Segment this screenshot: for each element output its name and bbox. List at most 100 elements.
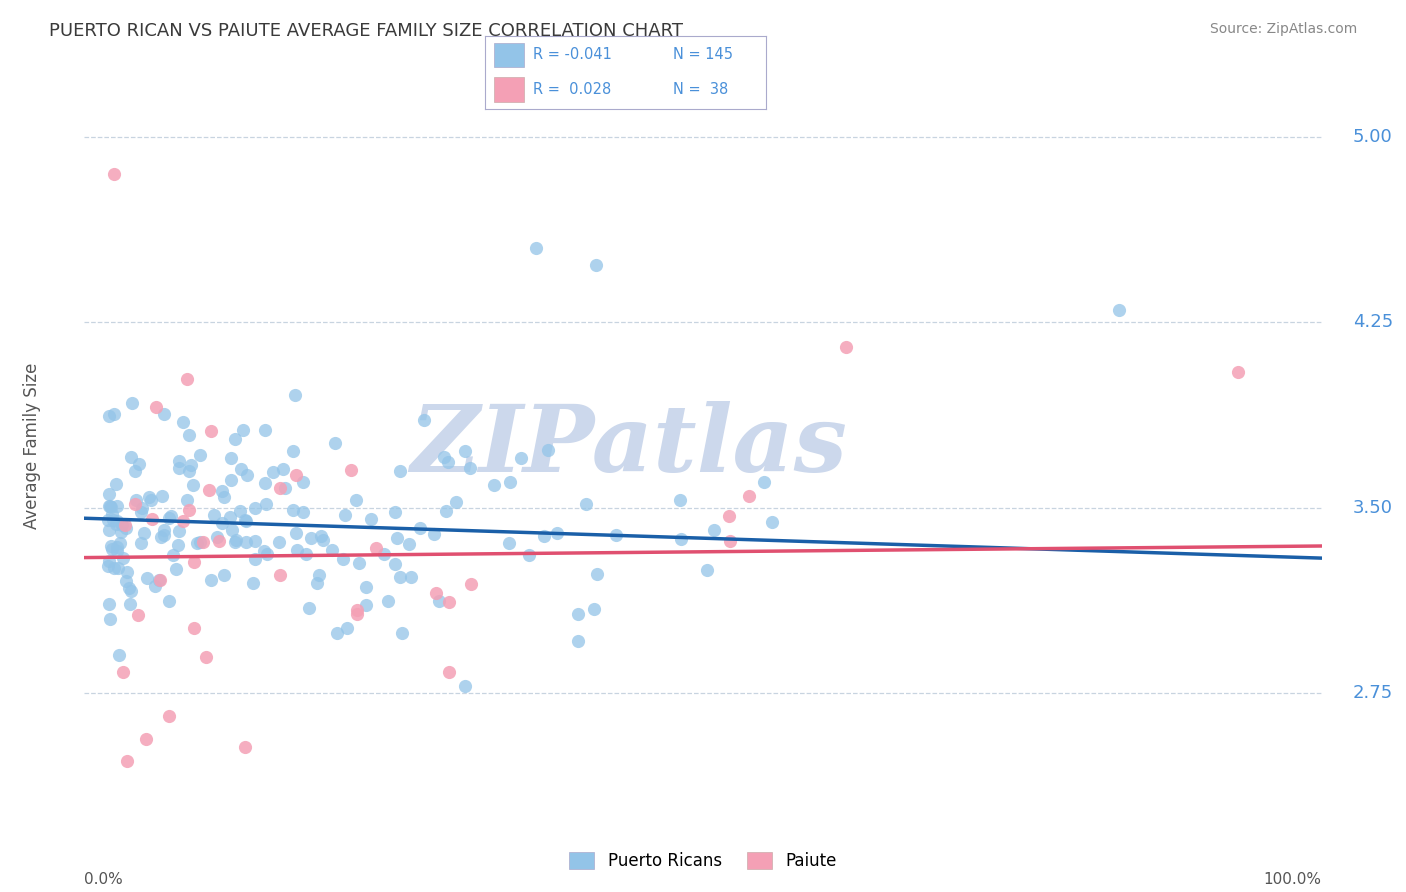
FancyBboxPatch shape bbox=[494, 43, 524, 67]
Point bbox=[166, 538, 188, 552]
Point bbox=[177, 428, 200, 442]
Point bbox=[148, 574, 170, 588]
Point bbox=[212, 568, 235, 582]
Point bbox=[235, 535, 257, 549]
Point bbox=[356, 598, 378, 612]
Point bbox=[835, 340, 858, 354]
Point bbox=[211, 483, 233, 498]
Point bbox=[696, 563, 718, 577]
Point bbox=[138, 490, 160, 504]
Point bbox=[100, 542, 122, 557]
Point bbox=[197, 483, 219, 497]
Point bbox=[391, 625, 413, 640]
Point bbox=[269, 534, 291, 549]
Text: 4.25: 4.25 bbox=[1353, 313, 1393, 331]
Point bbox=[131, 500, 153, 515]
Text: 3.50: 3.50 bbox=[1353, 499, 1392, 516]
Point bbox=[188, 534, 211, 549]
Point bbox=[253, 544, 276, 558]
Point bbox=[575, 497, 598, 511]
Point bbox=[200, 574, 222, 588]
Point bbox=[194, 649, 217, 664]
Point bbox=[388, 570, 411, 584]
Point bbox=[384, 505, 406, 519]
Text: 5.00: 5.00 bbox=[1353, 128, 1392, 145]
Text: 0.0%: 0.0% bbox=[84, 871, 124, 887]
Point bbox=[425, 586, 447, 600]
Point bbox=[218, 509, 240, 524]
Point bbox=[309, 529, 332, 543]
Point bbox=[285, 526, 308, 541]
Point bbox=[134, 526, 156, 541]
Point bbox=[582, 602, 605, 616]
Point bbox=[384, 557, 406, 571]
Point bbox=[389, 464, 412, 478]
Point bbox=[409, 521, 432, 535]
Point bbox=[105, 517, 128, 532]
Point bbox=[458, 461, 481, 475]
Point bbox=[460, 577, 482, 591]
Point bbox=[295, 547, 318, 561]
Point bbox=[172, 514, 194, 528]
Point bbox=[98, 612, 121, 626]
Point bbox=[360, 512, 382, 526]
Point bbox=[118, 597, 141, 611]
Point bbox=[274, 481, 297, 495]
Point bbox=[567, 607, 589, 622]
Point bbox=[336, 621, 359, 635]
Point bbox=[221, 523, 243, 537]
Point bbox=[98, 500, 121, 514]
Point bbox=[385, 531, 408, 545]
Point bbox=[157, 511, 180, 525]
Point bbox=[167, 524, 190, 539]
Point bbox=[269, 481, 291, 495]
Point bbox=[183, 555, 205, 569]
Point bbox=[703, 523, 725, 537]
Point bbox=[224, 433, 246, 447]
Point bbox=[211, 516, 233, 530]
Point bbox=[482, 478, 505, 492]
Point bbox=[149, 530, 172, 544]
Point bbox=[176, 492, 198, 507]
Point bbox=[212, 490, 235, 504]
Point bbox=[108, 536, 131, 550]
Point bbox=[120, 583, 142, 598]
Point bbox=[97, 409, 120, 423]
Point bbox=[444, 495, 467, 509]
Point bbox=[346, 603, 368, 617]
Point bbox=[413, 412, 436, 426]
Point bbox=[200, 425, 222, 439]
Point bbox=[347, 556, 370, 570]
Point bbox=[256, 547, 278, 561]
Point bbox=[427, 593, 450, 607]
Point bbox=[356, 580, 378, 594]
Point bbox=[208, 533, 231, 548]
Point bbox=[177, 502, 200, 516]
Point bbox=[110, 524, 132, 539]
Point bbox=[291, 475, 314, 489]
Point bbox=[299, 532, 322, 546]
Point bbox=[229, 504, 252, 518]
Point bbox=[152, 407, 174, 421]
Point bbox=[292, 505, 315, 519]
Point bbox=[202, 508, 225, 522]
Point bbox=[232, 423, 254, 437]
Point bbox=[668, 493, 690, 508]
Point bbox=[326, 626, 349, 640]
Point bbox=[1108, 302, 1130, 317]
Point bbox=[321, 543, 343, 558]
Text: N = 145: N = 145 bbox=[673, 47, 734, 62]
Point bbox=[125, 493, 148, 508]
Point bbox=[98, 598, 121, 612]
Point bbox=[180, 458, 202, 472]
Point bbox=[242, 576, 264, 591]
Point bbox=[398, 537, 420, 551]
Point bbox=[366, 541, 388, 555]
Point bbox=[332, 552, 354, 566]
Point bbox=[335, 508, 357, 522]
Point bbox=[107, 561, 129, 575]
Text: Average Family Size: Average Family Size bbox=[24, 363, 41, 529]
Point bbox=[283, 443, 305, 458]
Point bbox=[124, 497, 146, 511]
Point bbox=[235, 514, 257, 528]
